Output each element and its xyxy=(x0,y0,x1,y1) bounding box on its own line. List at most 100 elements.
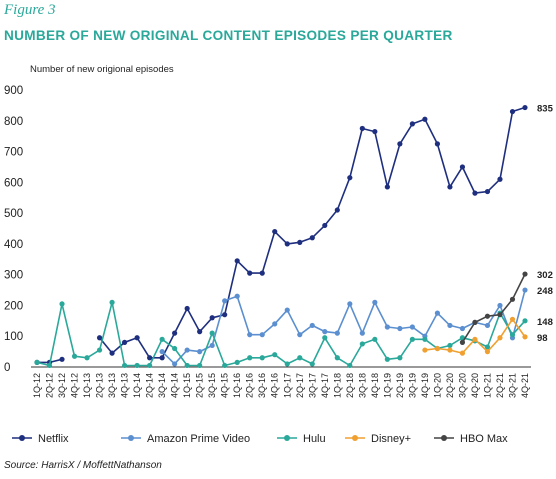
data-point xyxy=(284,307,290,313)
data-point xyxy=(434,310,441,316)
legend-marker xyxy=(128,435,134,441)
data-point xyxy=(109,350,115,356)
data-point xyxy=(197,349,203,355)
x-tick-label: 1Q-13 xyxy=(82,373,92,398)
data-point xyxy=(121,362,128,369)
legend-label: Netflix xyxy=(38,433,69,445)
x-axis: 1Q-12 2Q-12 3Q-12 4Q-12 1Q-13 2Q-13 3Q-13 4Q-13… xyxy=(31,366,531,398)
y-tick-label: 200 xyxy=(4,300,23,312)
data-point xyxy=(334,355,340,361)
data-point xyxy=(147,355,153,361)
data-point xyxy=(322,329,328,335)
x-tick-label: 4Q-14 xyxy=(170,373,180,398)
legend: Netflix Amazon Prime Video Hulu Disney+ HBO … xyxy=(12,433,508,445)
legend-label: HBO Max xyxy=(460,433,508,445)
data-point xyxy=(372,128,378,135)
data-point xyxy=(484,349,491,355)
x-tick-label: 4Q-16 xyxy=(270,373,280,398)
data-point xyxy=(109,299,115,305)
data-point xyxy=(234,293,240,299)
x-tick-label: 1Q-14 xyxy=(132,373,142,398)
data-point xyxy=(222,362,228,369)
x-tick-label: 2Q-14 xyxy=(145,373,155,398)
data-point xyxy=(422,116,428,122)
data-point xyxy=(497,302,503,309)
legend-label: Amazon Prime Video xyxy=(147,433,250,445)
data-point xyxy=(447,347,453,353)
data-point xyxy=(472,190,478,196)
data-point xyxy=(422,347,428,353)
data-point xyxy=(447,322,453,329)
data-point xyxy=(172,330,178,336)
end-value-label: 248 xyxy=(537,286,553,297)
x-tick-label: 2Q-17 xyxy=(295,373,305,398)
series-amazon-prime-video xyxy=(159,287,528,367)
x-tick-label: 1Q-21 xyxy=(482,373,492,398)
data-point xyxy=(184,305,190,312)
data-point xyxy=(384,356,390,362)
x-tick-label: 2Q-19 xyxy=(395,373,405,398)
legend-item: Disney+ xyxy=(345,433,411,445)
end-value-label: 98 xyxy=(537,333,548,344)
y-tick-label: 0 xyxy=(4,362,10,374)
x-tick-label: 1Q-17 xyxy=(282,373,292,398)
x-tick-label: 2Q-13 xyxy=(95,373,105,398)
data-point xyxy=(222,312,228,318)
data-point xyxy=(159,355,165,361)
data-point xyxy=(84,355,90,361)
end-value-label: 148 xyxy=(537,317,553,328)
legend-item: HBO Max xyxy=(434,433,508,445)
data-point xyxy=(497,335,503,341)
data-point xyxy=(484,188,491,195)
data-point xyxy=(96,347,103,353)
data-point xyxy=(309,322,315,329)
data-point xyxy=(297,332,303,338)
data-point xyxy=(234,258,240,264)
x-tick-label: 2Q-20 xyxy=(445,373,455,398)
data-point xyxy=(359,330,365,336)
data-point xyxy=(459,339,466,345)
data-point xyxy=(484,313,491,319)
data-point xyxy=(247,270,253,276)
y-tick-label: 600 xyxy=(4,177,23,189)
x-tick-label: 4Q-17 xyxy=(320,373,330,398)
data-point xyxy=(359,341,365,347)
data-point xyxy=(434,141,441,147)
x-tick-label: 1Q-15 xyxy=(182,373,192,398)
y-tick-label: 500 xyxy=(4,208,23,220)
data-point xyxy=(384,184,390,190)
data-point xyxy=(284,361,290,367)
legend-label: Disney+ xyxy=(371,433,411,445)
end-labels: 835 248 148 98 302 xyxy=(537,104,554,344)
data-point xyxy=(397,325,403,332)
legend-label: Hulu xyxy=(303,433,326,445)
data-point xyxy=(497,176,503,182)
x-tick-label: 3Q-19 xyxy=(407,373,417,398)
legend-item: Hulu xyxy=(277,433,326,445)
y-axis-label: Number of new origional episodes xyxy=(30,64,174,75)
legend-marker xyxy=(284,435,290,441)
y-axis: 0 100 200 300 400 500 600 700 800 900 xyxy=(4,85,23,374)
data-point xyxy=(46,362,53,369)
data-point xyxy=(484,322,491,329)
figure-label: Figure 3 xyxy=(4,2,56,18)
x-tick-label: 4Q-21 xyxy=(520,373,530,398)
data-point xyxy=(322,335,328,341)
data-point xyxy=(71,353,78,359)
x-tick-label: 1Q-12 xyxy=(32,373,42,398)
data-point xyxy=(472,319,478,325)
x-tick-label: 2Q-16 xyxy=(245,373,255,398)
data-point xyxy=(522,104,528,111)
legend-marker xyxy=(19,435,25,441)
data-point xyxy=(372,299,378,305)
data-point xyxy=(347,362,353,369)
data-point xyxy=(522,271,528,277)
data-point xyxy=(509,108,516,115)
series-line xyxy=(36,301,526,367)
data-point xyxy=(184,362,190,369)
x-tick-label: 3Q-20 xyxy=(457,373,467,398)
data-point xyxy=(509,332,516,338)
y-tick-label: 400 xyxy=(4,239,23,251)
x-tick-label: 1Q-19 xyxy=(382,373,392,398)
